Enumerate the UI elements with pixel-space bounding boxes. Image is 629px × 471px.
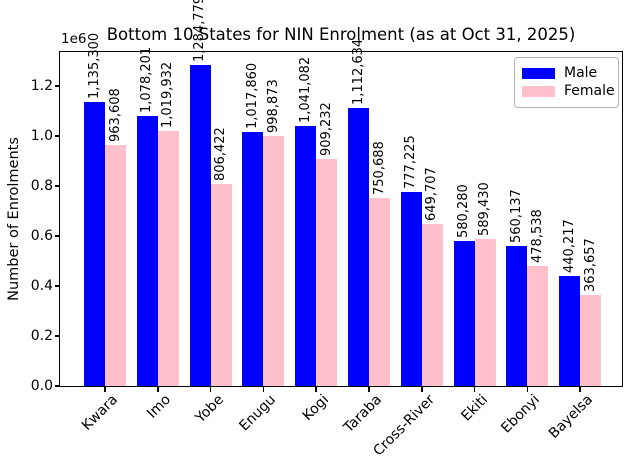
y-tick-mark	[55, 135, 60, 137]
bar-female-taraba	[369, 198, 390, 386]
legend-item-female: Female	[515, 83, 618, 100]
x-tick-mark	[526, 387, 529, 392]
bar-male-taraba	[348, 108, 369, 386]
bar-value-label-female-imo: 1,019,932	[160, 61, 176, 128]
y-tick-label-1.2: 1.2	[30, 78, 53, 94]
bar-value-label-female-kogi: 909,232	[318, 102, 334, 156]
bar-male-kogi	[295, 126, 317, 386]
bar-value-label-male-enugu: 1,017,860	[244, 62, 260, 129]
y-tick-label-1.0: 1.0	[30, 128, 53, 144]
bar-female-yobe	[210, 184, 232, 386]
x-tick-mark	[262, 387, 265, 392]
bar-female-enugu	[263, 136, 285, 386]
bar-value-label-female-bayelsa: 363,657	[582, 238, 598, 292]
y-axis-label: Number of Enrolments	[6, 137, 22, 301]
bar-value-label-male-ekiti: 580,280	[456, 184, 472, 238]
bar-value-label-female-enugu: 998,873	[265, 79, 281, 133]
bar-value-label-female-ebonyi: 478,538	[529, 209, 545, 263]
legend-item-male: Male	[515, 65, 618, 82]
bar-female-ebonyi	[527, 266, 549, 386]
y-tick-label-0.2: 0.2	[30, 328, 53, 344]
x-tick-mark	[157, 387, 159, 392]
y-tick-mark	[55, 385, 60, 387]
bar-value-label-female-yobe: 806,422	[213, 127, 229, 181]
bar-male-enugu	[242, 132, 264, 386]
y-tick-label-0.4: 0.4	[30, 278, 53, 294]
y-axis-offset-label: 1e6	[61, 31, 87, 47]
bar-male-yobe	[189, 65, 211, 386]
bar-male-imo	[136, 116, 158, 386]
bar-value-label-female-kwara: 963,608	[107, 88, 123, 142]
x-tick-mark	[579, 387, 581, 392]
bar-male-bayelsa	[559, 276, 581, 386]
bar-female-kogi	[316, 159, 338, 386]
y-tick-mark	[55, 285, 60, 287]
bar-value-label-male-cross-river: 777,225	[403, 135, 419, 189]
x-tick-mark	[104, 387, 106, 392]
legend: Male Female	[514, 57, 619, 108]
x-tick-mark	[421, 387, 423, 392]
chart-title: Bottom 10 States for NIN Enrolment (as a…	[106, 25, 576, 44]
legend-swatch-female	[522, 86, 555, 97]
plot-area: 1,135,300 963,608 1,078,201 1,019,932 1,284,…	[60, 0, 622, 386]
bar-female-cross-river	[421, 224, 443, 386]
bar-value-label-female-cross-river: 649,707	[424, 167, 440, 221]
bar-female-kwara	[105, 145, 126, 386]
bar-male-ebonyi	[506, 246, 528, 386]
bar-male-cross-river	[400, 192, 422, 386]
legend-swatch-male	[522, 68, 555, 79]
y-tick-mark	[55, 185, 60, 187]
bar-value-label-male-bayelsa: 440,217	[561, 219, 577, 273]
bar-value-label-male-ebonyi: 560,137	[508, 189, 524, 243]
bar-value-label-male-taraba: 1,112,634	[350, 38, 366, 105]
bar-female-imo	[157, 131, 179, 386]
bar-value-label-female-taraba: 750,688	[371, 141, 387, 195]
bar-male-ekiti	[453, 241, 475, 386]
y-tick-label-0.8: 0.8	[30, 178, 53, 194]
y-tick-mark	[55, 85, 60, 87]
legend-label-male: Male	[564, 65, 598, 81]
bar-value-label-male-kogi: 1,041,082	[297, 56, 313, 123]
bar-value-label-male-imo: 1,078,201	[139, 46, 155, 113]
y-tick-mark	[55, 335, 60, 337]
x-tick-mark	[209, 387, 212, 392]
x-tick-mark	[368, 387, 370, 392]
y-tick-mark	[55, 235, 60, 237]
y-tick-label-0.6: 0.6	[30, 228, 53, 244]
y-tick-label-0.0: 0.0	[30, 378, 53, 394]
x-tick-mark	[315, 387, 317, 392]
bar-value-label-female-ekiti: 589,430	[477, 182, 493, 236]
bar-male-kwara	[84, 102, 105, 386]
bar-female-ekiti	[474, 239, 496, 386]
legend-label-female: Female	[564, 83, 615, 99]
x-tick-mark	[473, 387, 476, 392]
bar-female-bayelsa	[580, 295, 602, 386]
